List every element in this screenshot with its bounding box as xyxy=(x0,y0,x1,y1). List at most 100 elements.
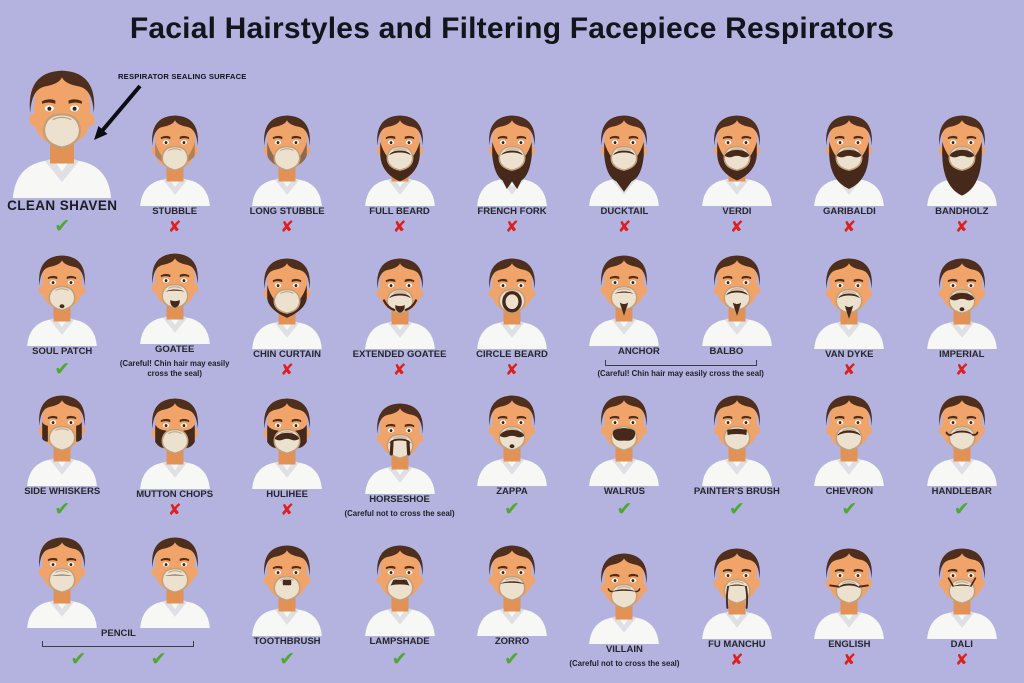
check-mark: ✔ xyxy=(504,499,520,520)
style-label: PENCIL xyxy=(101,627,136,639)
style-label: ZAPPA xyxy=(496,485,528,497)
hairstyle-cell-stubble: STUBBLE ✘ xyxy=(118,108,230,236)
style-label: FULL BEARD xyxy=(369,205,430,217)
style-label: ENGLISH xyxy=(828,638,871,650)
cross-mark: ✘ xyxy=(392,219,407,236)
style-label: LONG STUBBLE xyxy=(249,205,325,217)
style-label: VAN DYKE xyxy=(825,348,874,360)
group-bracket xyxy=(42,641,195,647)
cross-mark: ✘ xyxy=(842,219,857,236)
hairstyle-cell-paintersbrush: PAINTER'S BRUSH ✔ xyxy=(681,388,793,519)
face-stubble xyxy=(118,108,230,206)
style-label: ANCHOR xyxy=(618,346,660,358)
hairstyle-cell-lampshade: LAMPSHADE ✔ xyxy=(343,538,455,669)
face-pencil xyxy=(118,530,230,628)
style-label: SOUL PATCH xyxy=(32,345,93,357)
group-bracket xyxy=(604,359,757,366)
style-label: DUCKTAIL xyxy=(600,205,649,217)
hairstyle-cell-full: FULL BEARD ✘ xyxy=(343,108,455,236)
face-toothbrush xyxy=(231,538,343,636)
hairstyle-cell-goatee: GOATEE (Careful! Chin hair may easily cro… xyxy=(118,246,230,379)
style-label: HORSESHOE xyxy=(369,494,430,506)
row-3: SIDE WHISKERS ✔ MUTTON CHOPS ✘ HULIHEE ✘ xyxy=(0,379,1024,519)
caution-note: (Careful not to cross the seal) xyxy=(344,508,455,518)
face-verdi xyxy=(681,108,793,206)
style-label: HULIHEE xyxy=(266,488,308,500)
cross-mark: ✘ xyxy=(505,219,519,236)
group-faces xyxy=(6,530,231,628)
cross-mark: ✘ xyxy=(955,362,969,379)
face-villain xyxy=(568,546,680,645)
style-label: WALRUS xyxy=(603,485,646,497)
check-mark: ✔ xyxy=(54,499,71,520)
hairstyle-cell-frenchfork: FRENCH FORK ✘ xyxy=(456,108,568,236)
face-fumanchu xyxy=(681,541,793,639)
face-vandyke xyxy=(793,251,905,349)
style-label: VILLAIN xyxy=(605,644,643,656)
style-label: TOOTHBRUSH xyxy=(253,635,321,647)
face-garibaldi xyxy=(793,108,905,206)
face-clean xyxy=(6,60,118,199)
style-label: FU MANCHU xyxy=(708,638,766,650)
face-muttonchops xyxy=(118,391,230,489)
hairstyle-cell-vandyke: VAN DYKE ✘ xyxy=(793,251,905,379)
hairstyle-cell-sidewhiskers: SIDE WHISKERS ✔ xyxy=(6,388,118,519)
face-ducktail xyxy=(568,108,680,206)
style-label: CHEVRON xyxy=(825,485,874,497)
face-full xyxy=(343,108,455,206)
face-imperial xyxy=(906,251,1018,349)
hairstyle-cell-imperial: IMPERIAL ✘ xyxy=(906,251,1018,379)
face-lampshade xyxy=(343,538,455,636)
style-label: HANDLEBAR xyxy=(931,485,992,497)
cross-mark: ✘ xyxy=(280,362,294,379)
cross-mark: ✘ xyxy=(167,219,182,236)
cross-mark: ✘ xyxy=(842,652,857,669)
face-circlebeard xyxy=(456,251,568,349)
style-label: CLEAN SHAVEN xyxy=(7,198,118,214)
cross-mark: ✘ xyxy=(955,652,969,669)
group-cell: PENCIL ✔ ✔ xyxy=(6,530,231,669)
hairstyle-cell-villain: VILLAIN (Careful not to cross the seal) xyxy=(568,546,680,669)
face-handlebar xyxy=(906,388,1018,486)
style-label: PAINTER'S BRUSH xyxy=(693,485,780,497)
hairstyle-cell-chevron: CHEVRON ✔ xyxy=(793,388,905,519)
style-label: MUTTON CHOPS xyxy=(136,488,214,500)
hairstyle-cell-dali: DALI ✘ xyxy=(906,541,1018,669)
hairstyle-cell-zorro: ZORRO ✔ xyxy=(456,538,568,669)
hairstyle-cell-muttonchops: MUTTON CHOPS ✘ xyxy=(118,391,230,519)
cross-mark: ✘ xyxy=(730,219,744,236)
style-label: ZORRO xyxy=(494,635,530,647)
style-label: SIDE WHISKERS xyxy=(24,485,101,497)
hairstyle-cell-garibaldi: GARIBALDI ✘ xyxy=(793,108,905,236)
check-mark: ✔ xyxy=(841,499,858,520)
face-hulihee xyxy=(231,391,343,489)
style-label: DALI xyxy=(950,638,973,650)
check-mark: ✔ xyxy=(391,649,408,670)
hairstyle-cell-toothbrush: TOOTHBRUSH ✔ xyxy=(231,538,343,669)
caution-note: (Careful! Chin hair may easily cross the… xyxy=(119,358,230,378)
style-label: VERDI xyxy=(722,205,752,217)
face-soulpatch xyxy=(6,248,118,346)
face-dali xyxy=(906,541,1018,639)
face-walrus xyxy=(568,388,680,486)
row-4: PENCIL ✔ ✔ TOOTHBRUSH ✔ LAMPSHADE ✔ xyxy=(0,519,1024,669)
style-label: CHIN CURTAIN xyxy=(253,348,322,360)
hairstyle-cell-fumanchu: FU MANCHU ✘ xyxy=(681,541,793,669)
check-mark: ✔ xyxy=(953,499,970,520)
caution-note: (Careful! Chin hair may easily cross the… xyxy=(597,368,764,378)
face-english xyxy=(793,541,905,639)
hairstyle-cell-longstubble: LONG STUBBLE ✘ xyxy=(231,108,343,236)
hairstyle-cell-circlebeard: CIRCLE BEARD ✘ xyxy=(456,251,568,379)
face-bandholz xyxy=(906,108,1018,206)
hairstyle-cell-soulpatch: SOUL PATCH ✔ xyxy=(6,248,118,379)
style-label: IMPERIAL xyxy=(939,348,985,360)
group-cell: ANCHOR BALBO (Careful! Chin hair may easil… xyxy=(568,248,793,379)
check-mark: ✔ xyxy=(54,359,71,380)
face-longstubble xyxy=(231,108,343,206)
hairstyle-cell-hulihee: HULIHEE ✘ xyxy=(231,391,343,519)
style-label: EXTENDED GOATEE xyxy=(352,348,447,360)
hairstyle-cell-walrus: WALRUS ✔ xyxy=(568,388,680,519)
row-2: SOUL PATCH ✔ GOATEE (Careful! Chin hair ma… xyxy=(0,236,1024,379)
style-label: FRENCH FORK xyxy=(477,205,547,217)
hairstyle-cell-extendedgoatee: EXTENDED GOATEE ✘ xyxy=(343,251,455,379)
